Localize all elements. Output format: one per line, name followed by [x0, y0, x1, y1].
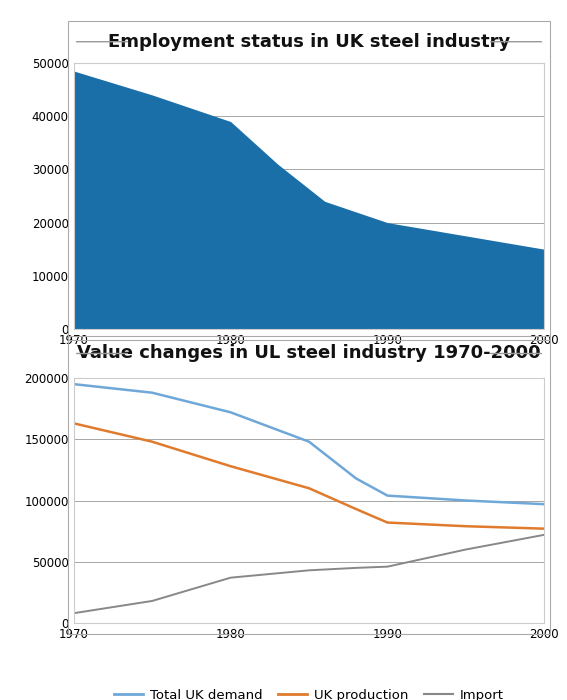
Text: Employment status in UK steel industry: Employment status in UK steel industry — [108, 33, 510, 50]
Text: Value changes in UL steel industry 1970-2000: Value changes in UL steel industry 1970-… — [77, 344, 541, 363]
Legend: Total UK demand, UK production, Import: Total UK demand, UK production, Import — [109, 683, 509, 700]
